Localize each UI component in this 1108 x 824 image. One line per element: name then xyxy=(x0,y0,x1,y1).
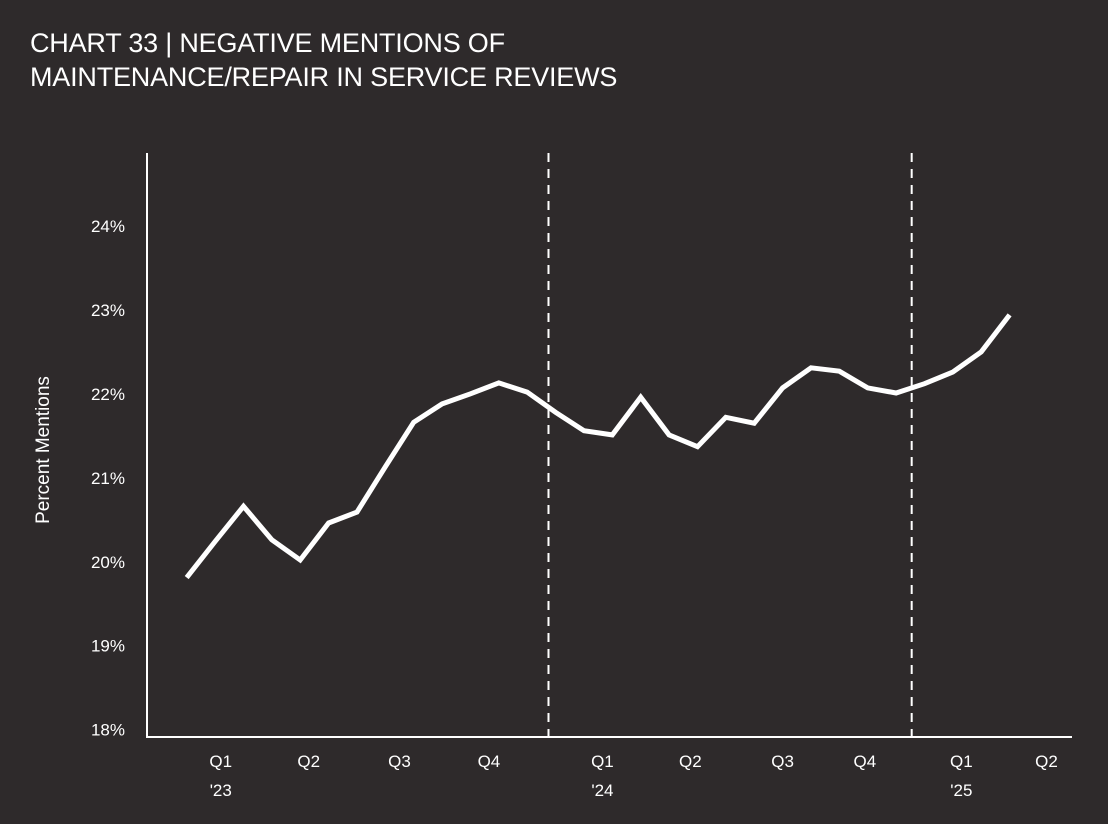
x-tick-label: Q3 xyxy=(388,752,411,771)
y-tick-labels: 18% 19% 20% 21% 22% 23% 24% xyxy=(91,217,125,739)
y-tick-label: 20% xyxy=(91,553,125,572)
x-tick-label: Q2 xyxy=(679,752,702,771)
x-tick-label: Q4 xyxy=(854,752,877,771)
x-tick-label: Q2 xyxy=(297,752,320,771)
y-tick-label: 21% xyxy=(91,469,125,488)
x-tick-labels: Q1 '23 Q2 Q3 Q4 Q1 '24 Q2 Q3 Q4 Q1 '25 Q2 xyxy=(209,752,1057,800)
x-tick-label: Q2 xyxy=(1035,752,1058,771)
y-tick-label: 19% xyxy=(91,637,125,656)
x-tick-label: Q3 xyxy=(771,752,794,771)
chart-title: CHART 33 | NEGATIVE MENTIONS OF MAINTENA… xyxy=(30,26,617,94)
y-tick-label: 24% xyxy=(91,217,125,236)
chart-title-line-2: MAINTENANCE/REPAIR IN SERVICE REVIEWS xyxy=(30,62,618,92)
y-tick-label: 22% xyxy=(91,385,125,404)
y-tick-label: 18% xyxy=(91,721,125,740)
x-tick-label: Q1 xyxy=(209,752,232,771)
x-year-label: '24 xyxy=(591,781,613,800)
year-dividers xyxy=(547,153,913,737)
series-group xyxy=(184,313,1012,580)
chart-title-line-1: CHART 33 | NEGATIVE MENTIONS OF xyxy=(30,28,505,58)
x-year-label: '23 xyxy=(210,781,232,800)
x-tick-label: Q1 xyxy=(950,752,973,771)
x-year-label: '25 xyxy=(950,781,972,800)
y-tick-label: 23% xyxy=(91,301,125,320)
x-tick-label: Q1 xyxy=(591,752,614,771)
x-tick-label: Q4 xyxy=(478,752,501,771)
series-line xyxy=(184,313,1012,580)
y-axis-label: Percent Mentions xyxy=(33,376,54,524)
